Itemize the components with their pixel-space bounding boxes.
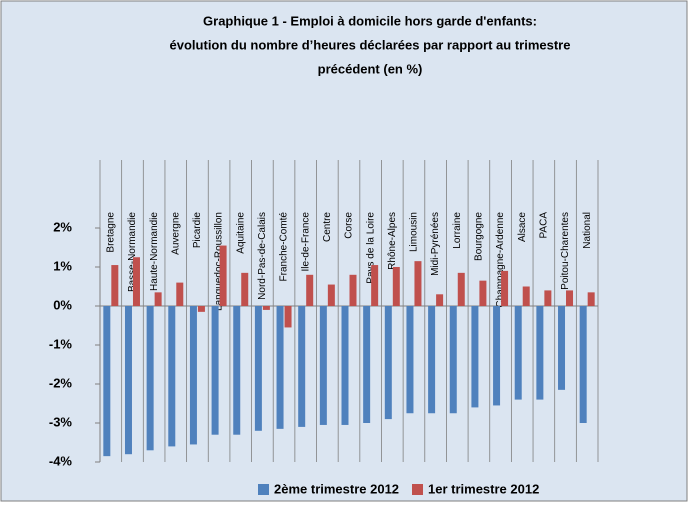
x-tick-label: Auvergne [170,212,181,255]
x-tick-label: Limousin [409,212,420,252]
bar [414,261,422,306]
bar [124,306,132,455]
bar [211,306,219,435]
x-tick-label: Lorraine [452,212,463,249]
bar [579,306,587,423]
legend-marker [412,484,423,495]
x-tick-label: Alsace [517,212,528,242]
bar [341,306,349,425]
bar [449,306,457,414]
y-tick-label: 1% [53,258,72,273]
bar [176,282,184,306]
x-tick-label: Centre [322,212,333,242]
y-tick-label: -3% [49,414,73,429]
x-tick-label: Picardie [192,212,203,249]
bar [384,306,392,420]
bar [558,306,566,390]
bar [544,290,552,306]
bar [436,294,444,306]
x-tick-label: Poitou-Charentes [560,212,571,290]
bar [197,306,205,312]
x-tick-label: Pays de la Loire [365,212,376,284]
bar [371,265,379,306]
x-tick-label: PACA [539,212,550,239]
bar [428,306,436,414]
x-tick-label: Bretagne [105,212,116,253]
bar [262,306,270,310]
bar [349,274,357,306]
bar [219,245,227,306]
x-tick-label: Languedoc-Roussillon [214,212,225,311]
bar [241,272,249,306]
x-tick-label: Midi-Pyrénées [430,212,441,276]
bar [587,292,595,306]
y-tick-label: 0% [53,297,72,312]
bar [471,306,479,408]
x-tick-label: National [582,212,593,249]
x-tick-label: Aquitaine [235,212,246,254]
bar [111,265,119,306]
chart-title: évolution du nombre d’heures déclarées p… [170,37,571,52]
x-tick-label: Champagne-Ardenne [495,212,506,308]
bar [154,292,162,306]
bar [493,306,501,406]
bar [254,306,262,431]
y-tick-label: -1% [49,336,73,351]
bar [457,272,465,306]
x-tick-label: Rhône-Alpes [387,212,398,270]
legend-label: 1er trimestre 2012 [428,481,539,496]
bar [363,306,371,423]
y-tick-label: 2% [53,219,72,234]
chart-title: précédent (en %) [318,61,423,76]
bar [327,284,335,306]
x-tick-label: Corse [344,212,355,239]
bar [233,306,241,435]
x-tick-label: Ile-de-France [300,212,311,272]
x-tick-label: Basse-Normandie [127,212,138,292]
x-tick-label: Bourgogne [474,212,485,261]
x-tick-label: Franche-Comté [279,212,290,282]
legend-label: 2ème trimestre 2012 [274,481,399,496]
x-tick-label: Nord-Pas-de-Calais [257,212,268,300]
bar [276,306,284,429]
bar [566,290,574,306]
bar [536,306,544,400]
bar [319,306,327,425]
bar [406,306,414,414]
bar [132,257,140,306]
bar [479,280,487,306]
bar [168,306,176,447]
bar [522,286,530,306]
bar [514,306,522,400]
bar [298,306,306,427]
chart-title: Graphique 1 - Emploi à domicile hors gar… [203,13,537,28]
bar [284,306,292,328]
bar [103,306,111,457]
y-tick-label: -2% [49,375,73,390]
bar [146,306,154,451]
bar [189,306,197,445]
bar [306,274,314,306]
bar [392,267,400,306]
y-tick-label: -4% [49,453,73,468]
x-tick-label: Haute-Normandie [149,212,160,291]
bar [501,270,509,306]
legend-marker [258,484,269,495]
